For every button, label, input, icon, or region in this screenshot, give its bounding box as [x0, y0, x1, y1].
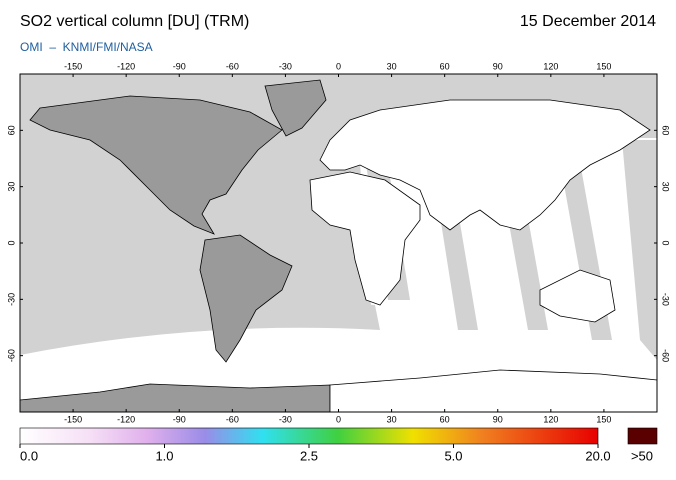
lat-label-right: 60 — [661, 125, 671, 135]
axes: -150 -150 -120 -120 -90 -90 -60 -60 -30 -30 0 0 30 30… — [6, 61, 670, 424]
overflow-label: >50 — [631, 448, 653, 463]
lon-label-top: -30 — [279, 61, 292, 71]
lon-label-bottom: -60 — [226, 414, 239, 424]
lon-label-bottom: 60 — [440, 414, 450, 424]
australia — [539, 269, 616, 323]
antarctica-east — [329, 369, 657, 412]
source: OMI – KNMI/FMI/NASA — [20, 40, 153, 54]
lon-label-bottom: -30 — [279, 414, 292, 424]
lat-label-right: -30 — [661, 293, 671, 306]
colorbar-label: 1.0 — [155, 448, 173, 463]
africa — [309, 171, 421, 306]
lon-label-top: 60 — [440, 61, 450, 71]
coastlines — [20, 79, 657, 412]
lon-label-top: -120 — [117, 61, 135, 71]
colorbar-overflow — [627, 427, 658, 445]
lat-label-right: 0 — [661, 240, 671, 245]
lon-label-bottom: 0 — [336, 414, 341, 424]
swath-gap — [622, 140, 657, 360]
lon-label-top: -90 — [173, 61, 186, 71]
colorbar-label: 5.0 — [444, 448, 462, 463]
lat-label-left: 60 — [6, 125, 16, 135]
title: SO2 vertical column [DU] (TRM) — [20, 13, 249, 30]
lat-label-left: 0 — [6, 240, 16, 245]
lon-label-bottom: -150 — [64, 414, 82, 424]
lon-label-top: 90 — [493, 61, 503, 71]
lon-label-bottom: 120 — [543, 414, 558, 424]
antarctica-west — [20, 383, 331, 412]
date: 15 December 2014 — [520, 13, 656, 30]
lon-label-bottom: 30 — [387, 414, 397, 424]
lon-label-top: -150 — [64, 61, 82, 71]
lat-label-right: 30 — [661, 182, 671, 192]
lon-label-top: 120 — [543, 61, 558, 71]
lon-label-bottom: 90 — [493, 414, 503, 424]
lat-label-left: -30 — [6, 293, 16, 306]
lat-label-left: -60 — [6, 349, 16, 362]
lon-label-bottom: -120 — [117, 414, 135, 424]
map — [20, 74, 657, 412]
lat-label-left: 30 — [6, 182, 16, 192]
lat-label-right: -60 — [661, 349, 671, 362]
colorbar — [19, 427, 599, 445]
colorbar-label: 20.0 — [585, 448, 610, 463]
greenland — [264, 79, 327, 137]
south-america — [199, 234, 293, 363]
swath-gap — [20, 300, 380, 355]
lon-label-top: 0 — [336, 61, 341, 71]
colorbar-label: 0.0 — [20, 448, 38, 463]
colorbar-label: 2.5 — [300, 448, 318, 463]
lon-label-top: -60 — [226, 61, 239, 71]
lon-label-top: 30 — [387, 61, 397, 71]
north-america — [29, 95, 283, 235]
lon-label-bottom: 150 — [596, 414, 611, 424]
lon-label-bottom: -90 — [173, 414, 186, 424]
lon-label-top: 150 — [596, 61, 611, 71]
eurasia — [319, 99, 651, 231]
